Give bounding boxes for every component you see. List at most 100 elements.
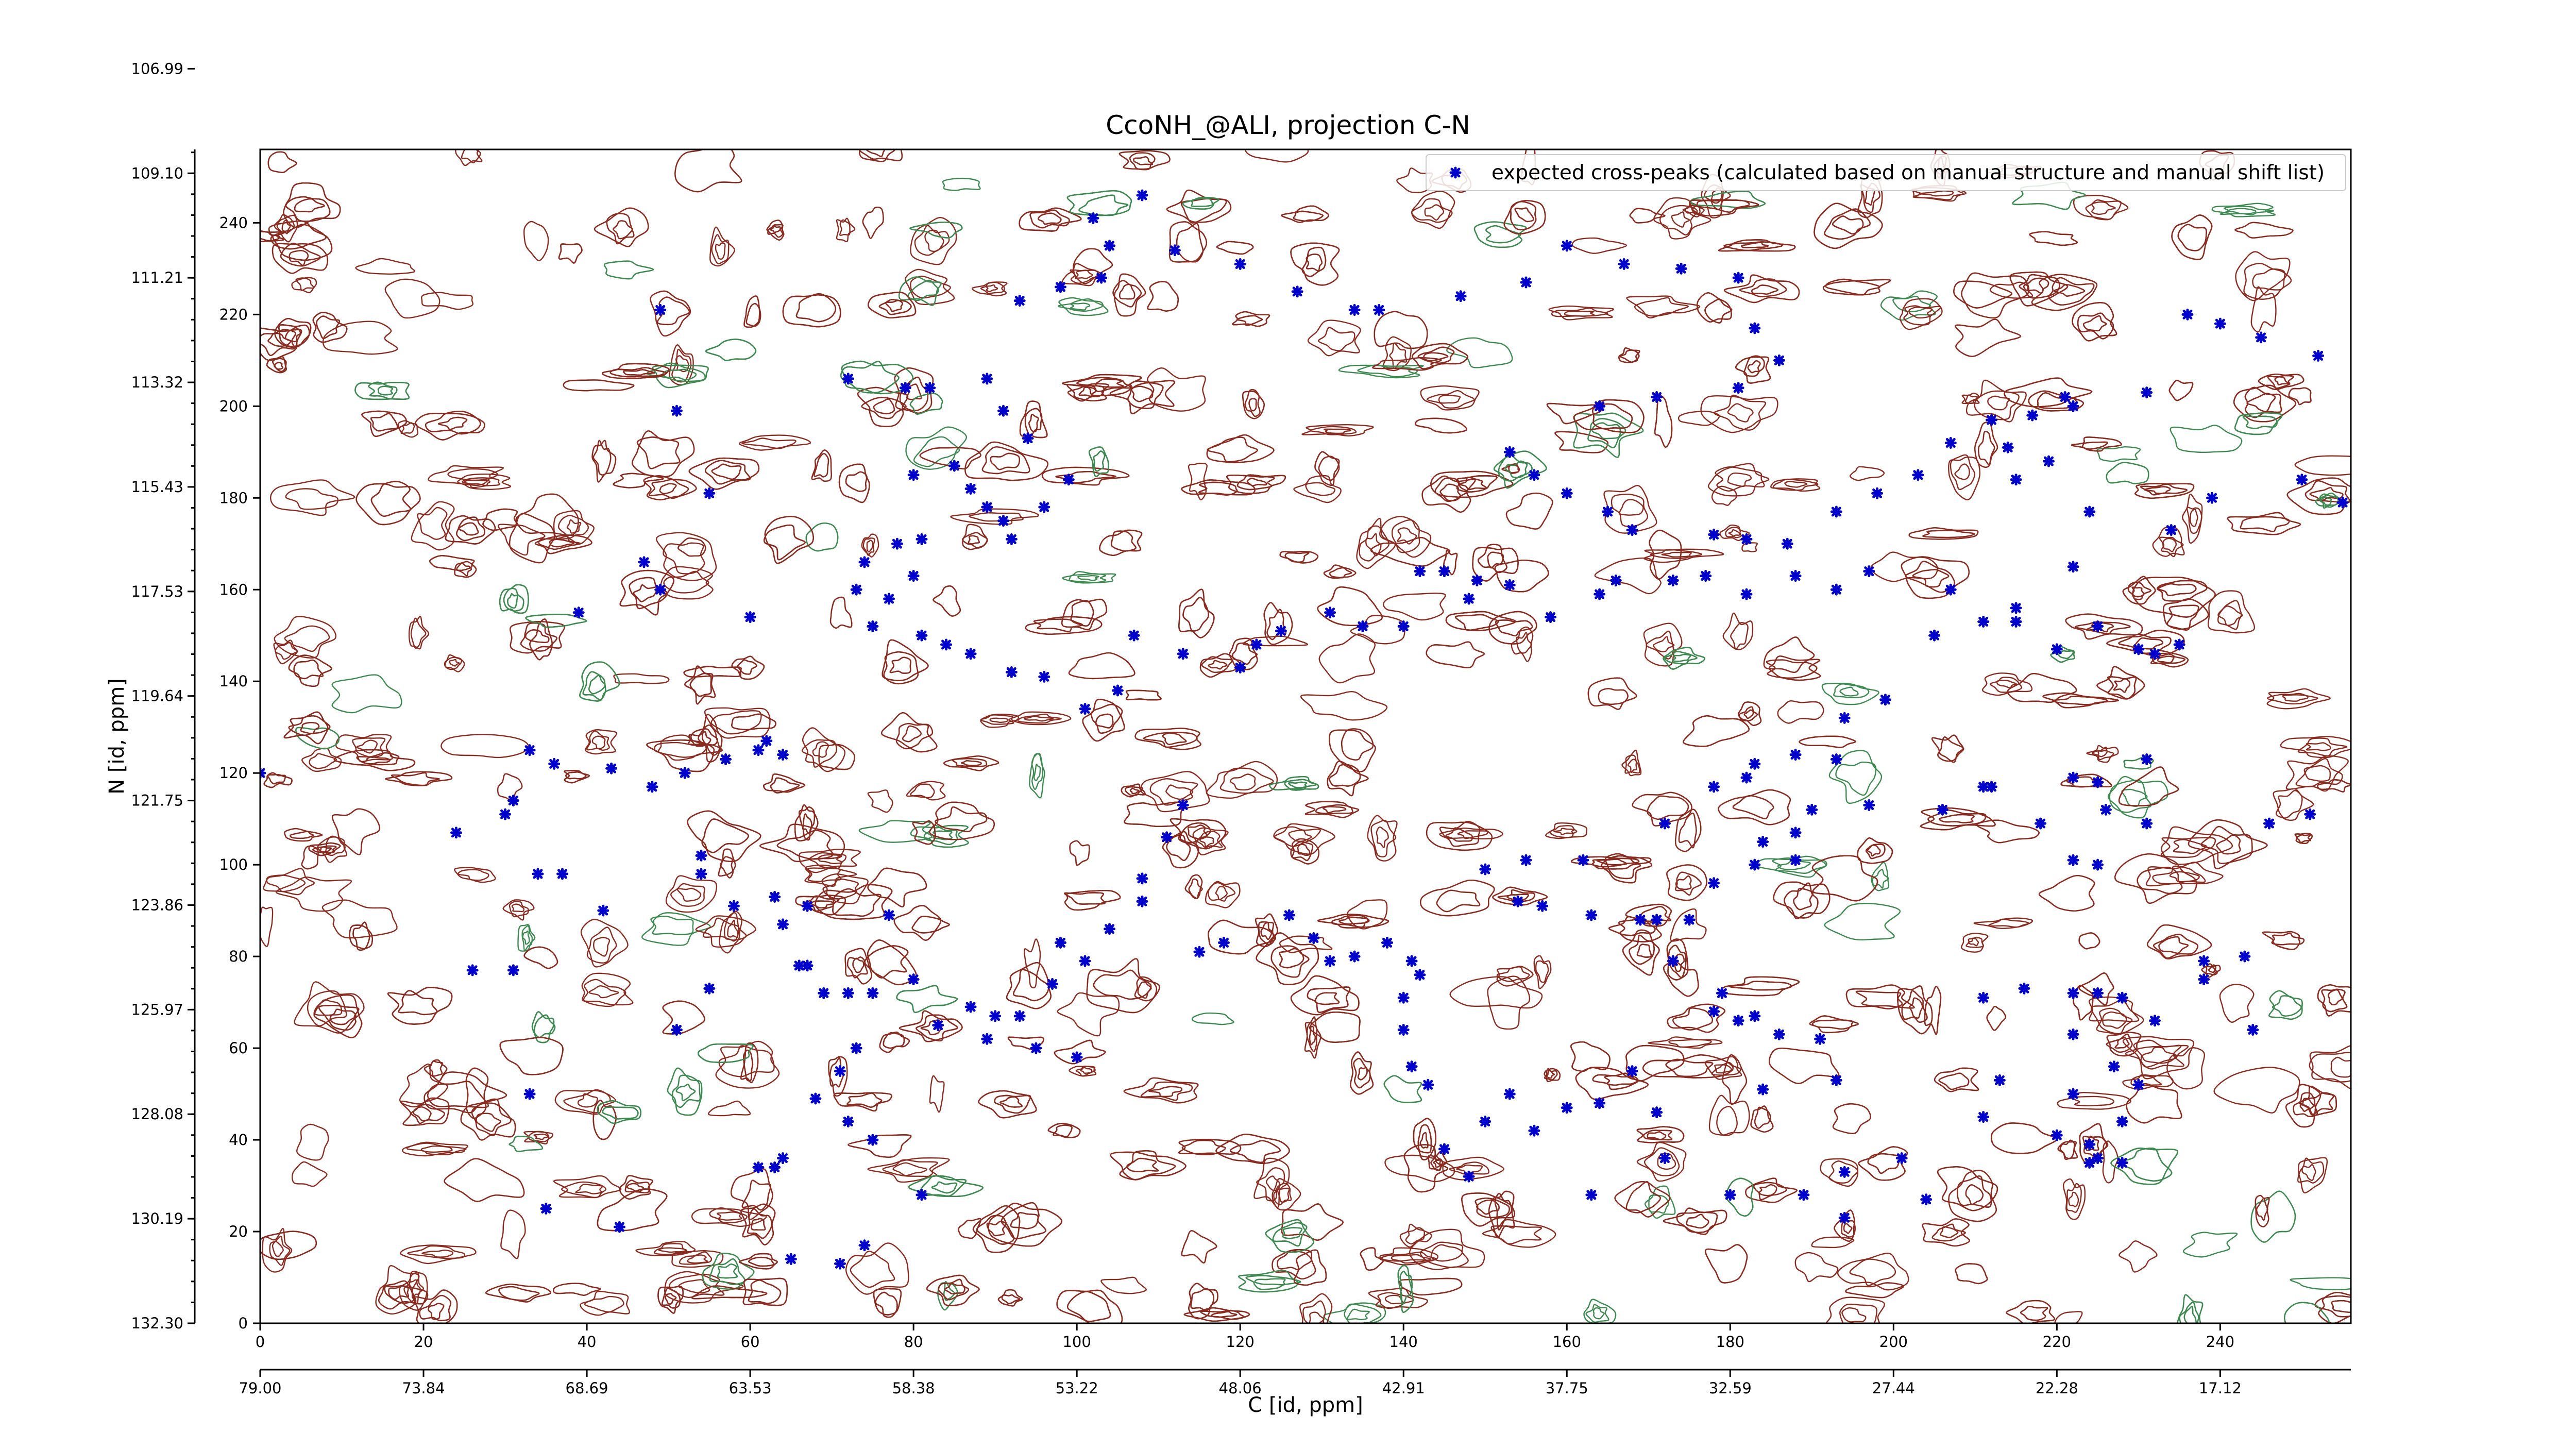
cross-peak-point bbox=[1830, 1074, 1842, 1086]
contour-line bbox=[636, 436, 681, 469]
contour-line bbox=[2293, 1092, 2318, 1118]
contour-line bbox=[1725, 527, 1742, 538]
contour-line bbox=[1461, 1192, 1515, 1227]
contour-line bbox=[912, 820, 936, 845]
contour-line bbox=[1329, 729, 1376, 772]
contour-line bbox=[989, 717, 1009, 723]
contour-line bbox=[667, 1067, 703, 1116]
contour-line bbox=[1061, 263, 1099, 287]
cross-peak-point bbox=[964, 648, 977, 660]
contour-line bbox=[413, 1106, 432, 1121]
cross-peak-point bbox=[2042, 455, 2055, 467]
contour-line bbox=[321, 899, 398, 939]
contour-line bbox=[1236, 474, 1275, 491]
contour-line bbox=[1678, 812, 1697, 849]
contour-line bbox=[710, 710, 762, 735]
contour-line bbox=[274, 616, 336, 659]
contour-line bbox=[2256, 1198, 2268, 1221]
cross-peak-point bbox=[1651, 391, 1663, 403]
contour-line bbox=[2114, 1037, 2130, 1049]
contour-line bbox=[385, 771, 453, 786]
cross-peak-point bbox=[466, 964, 479, 976]
cross-peak-point bbox=[1773, 1028, 1785, 1040]
cross-peak-point bbox=[2116, 991, 2128, 1004]
contour-line bbox=[704, 707, 771, 739]
contour-line bbox=[274, 213, 298, 243]
contour-line bbox=[994, 1094, 1031, 1114]
contour-line bbox=[885, 299, 904, 312]
contour-line bbox=[943, 1280, 955, 1301]
contour-line bbox=[1165, 784, 1194, 800]
contour-line bbox=[1012, 969, 1049, 1002]
x-index-tick-label: 80 bbox=[904, 1333, 923, 1351]
contour-line bbox=[1188, 462, 1208, 500]
contour-line bbox=[465, 1067, 489, 1119]
contour-line bbox=[1835, 761, 1877, 796]
contour-line bbox=[623, 369, 655, 376]
contour-line bbox=[368, 381, 398, 400]
contour-line bbox=[1327, 761, 1369, 797]
contour-line bbox=[354, 381, 410, 400]
contour-line bbox=[1625, 903, 1672, 927]
contour-line bbox=[1265, 1175, 1280, 1191]
cross-peak-point bbox=[1520, 276, 1532, 289]
contour-line bbox=[417, 507, 448, 540]
cross-peak-point bbox=[1054, 281, 1066, 293]
contour-line bbox=[497, 524, 546, 556]
contour-line bbox=[2242, 415, 2278, 429]
contour-line bbox=[1010, 1212, 1039, 1229]
cross-peak-point bbox=[2035, 817, 2047, 830]
contour-line bbox=[821, 873, 869, 904]
contour-line bbox=[411, 1104, 445, 1124]
contour-line bbox=[1265, 1219, 1314, 1253]
contour-line bbox=[1208, 660, 1228, 670]
contour-line bbox=[938, 1278, 970, 1301]
contour-line bbox=[663, 542, 705, 575]
contour-line bbox=[1323, 806, 1347, 814]
contour-line bbox=[437, 416, 468, 430]
contour-line bbox=[2039, 874, 2095, 912]
contour-line bbox=[1356, 518, 1396, 569]
contour-line bbox=[836, 217, 856, 243]
contour-line bbox=[609, 367, 667, 378]
contour-line bbox=[723, 912, 739, 942]
contour-line bbox=[1986, 1005, 2007, 1031]
cross-peak-point bbox=[2108, 1060, 2120, 1073]
cross-peak-point bbox=[597, 904, 609, 917]
contour-line bbox=[1505, 460, 1528, 478]
contour-line bbox=[1478, 544, 1507, 574]
cross-peak-point bbox=[1798, 1189, 1810, 1201]
contour-line bbox=[1981, 672, 2033, 696]
contour-line bbox=[1324, 428, 1351, 434]
contour-line bbox=[2109, 780, 2152, 813]
cross-peak-point bbox=[2198, 955, 2210, 967]
cross-peak-point bbox=[1577, 854, 1589, 866]
cross-peak-point bbox=[1046, 978, 1059, 990]
contour-line bbox=[278, 324, 310, 347]
contour-line bbox=[1825, 278, 1880, 296]
contour-line bbox=[1784, 882, 1819, 919]
contour-line bbox=[972, 281, 1008, 297]
contour-line bbox=[1198, 481, 1238, 496]
cross-peak-point bbox=[1585, 1189, 1598, 1201]
contour-line bbox=[1253, 1157, 1290, 1208]
cross-peak-point bbox=[2116, 1115, 2128, 1127]
contour-line bbox=[423, 1071, 507, 1114]
contour-line bbox=[283, 711, 329, 745]
x-index-tick-label: 100 bbox=[1062, 1333, 1091, 1351]
contour-line bbox=[926, 1274, 980, 1306]
contour-line bbox=[2078, 932, 2100, 950]
contour-line bbox=[688, 731, 711, 747]
contour-line bbox=[1839, 1303, 1878, 1323]
contour-line bbox=[509, 1136, 544, 1152]
cross-peak-point bbox=[1250, 638, 1263, 651]
contour-line bbox=[1661, 551, 1692, 558]
contour-line bbox=[1498, 454, 1533, 482]
contour-line bbox=[525, 629, 550, 644]
cross-peak-point bbox=[744, 611, 756, 624]
cross-peak-point bbox=[2214, 317, 2226, 330]
contour-line bbox=[2126, 1083, 2182, 1124]
contour-line bbox=[1908, 527, 1979, 540]
contour-line bbox=[1654, 395, 1673, 448]
